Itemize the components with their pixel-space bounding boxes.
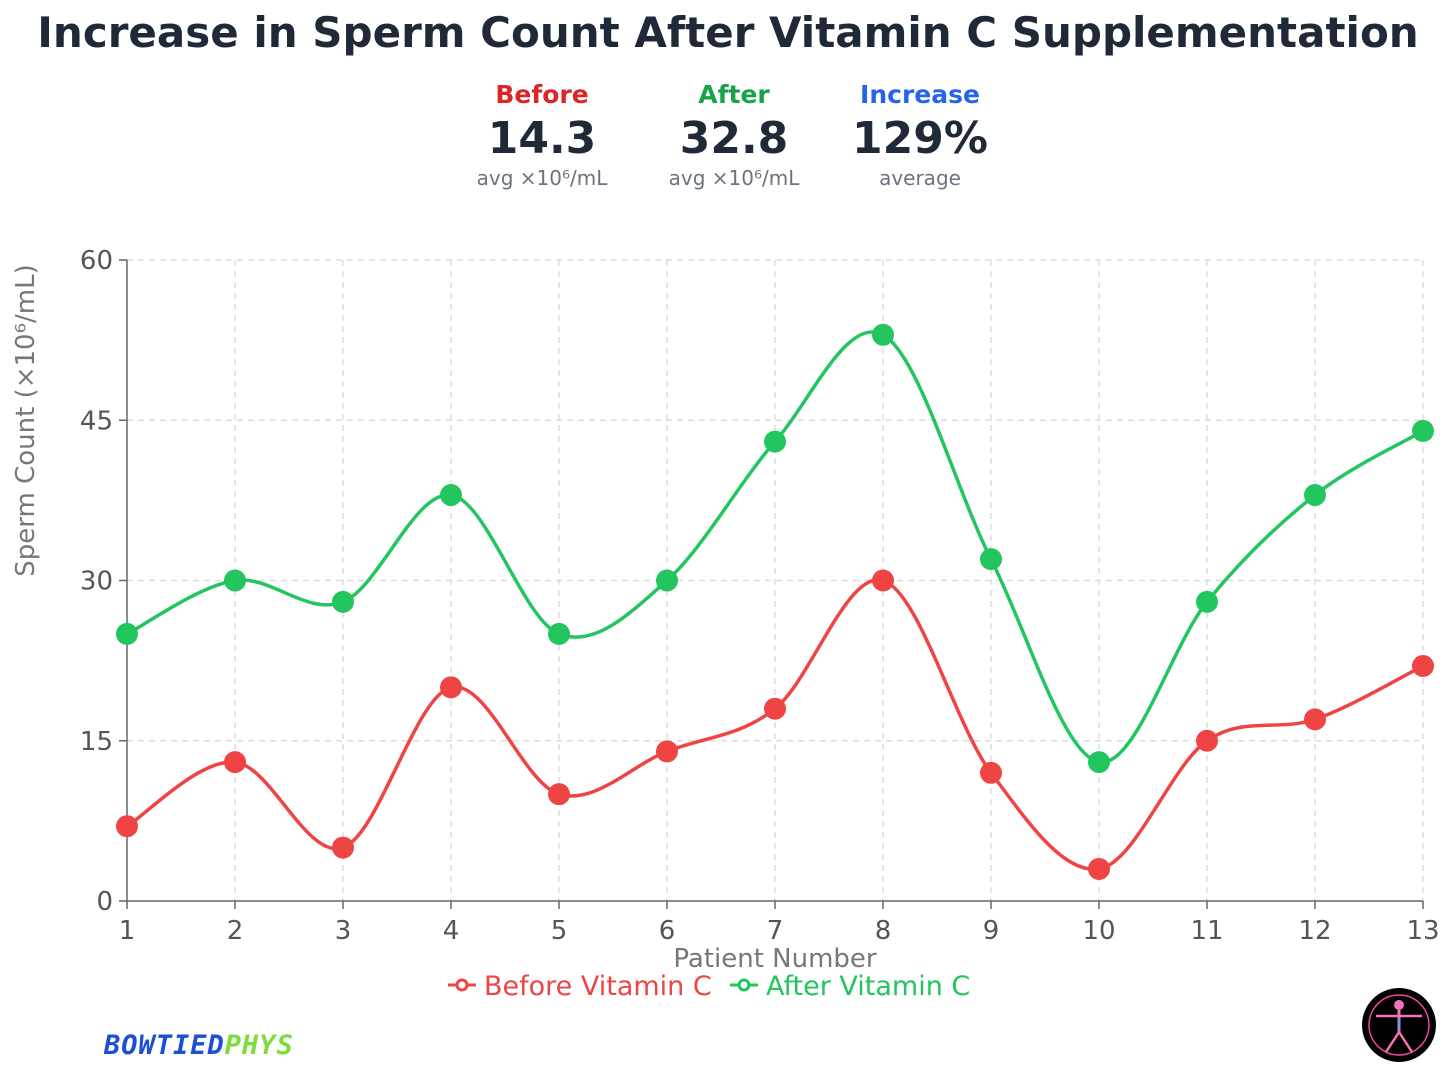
data-point-after [872, 323, 894, 346]
x-tick-label: 6 [659, 916, 676, 946]
x-tick-label: 12 [1298, 916, 1331, 946]
data-point-before [764, 697, 786, 720]
data-point-after [764, 430, 786, 453]
stat-after-value: 32.8 [679, 113, 789, 164]
data-point-before [224, 751, 246, 774]
data-point-after [1196, 590, 1218, 613]
legend-label-before: Before Vitamin C [484, 971, 712, 1002]
data-point-after [656, 569, 678, 592]
data-point-after [548, 622, 570, 645]
y-tick-label: 0 [96, 887, 113, 917]
data-point-before [656, 740, 678, 763]
data-point-before [548, 783, 570, 806]
x-tick-label: 4 [443, 916, 460, 946]
stat-increase-value: 129% [852, 113, 988, 164]
data-point-after [116, 622, 138, 645]
brand-part1: BOWTIED [104, 1030, 225, 1061]
data-point-before [1196, 729, 1218, 752]
data-point-before [980, 761, 1002, 784]
stat-before-label: Before [495, 80, 589, 109]
stat-increase-label: Increase [860, 80, 980, 109]
x-tick-label: 5 [551, 916, 568, 946]
data-point-before [1088, 857, 1110, 880]
x-tick-label: 10 [1082, 916, 1115, 946]
x-tick-label: 11 [1190, 916, 1223, 946]
y-tick-label: 30 [80, 567, 113, 597]
data-point-after [332, 590, 354, 613]
y-tick-label: 45 [80, 406, 113, 436]
x-axis-title: Patient Number [673, 944, 877, 974]
stat-after-sub: avg ×10⁶/mL [668, 166, 800, 190]
legend-marker-before [455, 978, 469, 992]
x-tick-label: 2 [227, 916, 244, 946]
data-point-before [872, 569, 894, 592]
vitruvian-man-icon [1362, 988, 1436, 1062]
brand-logo-text: BOWTIEDPHYS [104, 1030, 294, 1061]
series-line-after [126, 330, 1424, 764]
legend-marker-after [737, 978, 751, 992]
y-tick-label: 60 [80, 246, 113, 276]
legend-label-after: After Vitamin C [766, 971, 970, 1002]
x-tick-label: 3 [335, 916, 352, 946]
x-tick-label: 13 [1406, 916, 1439, 946]
stat-increase: Increase 129% average [820, 80, 1020, 190]
data-point-after [1088, 751, 1110, 774]
data-point-after [440, 484, 462, 507]
x-tick-label: 9 [983, 916, 1000, 946]
x-tick-label: 7 [767, 916, 784, 946]
chart-title: Increase in Sperm Count After Vitamin C … [37, 8, 1419, 57]
y-axis-title: Sperm Count (×10⁶/mL) [11, 264, 41, 576]
data-point-before [440, 676, 462, 699]
data-point-before [1304, 708, 1326, 731]
stat-after-label: After [698, 80, 770, 109]
data-point-after [1304, 484, 1326, 507]
y-tick-label: 15 [80, 727, 113, 757]
data-point-before [1412, 654, 1434, 677]
stat-increase-sub: average [879, 166, 961, 190]
stat-before-sub: avg ×10⁶/mL [476, 166, 608, 190]
stat-before: Before 14.3 avg ×10⁶/mL [442, 80, 642, 190]
data-point-before [116, 815, 138, 838]
x-tick-label: 8 [875, 916, 892, 946]
brand-part2: PHYS [224, 1030, 294, 1061]
stat-after: After 32.8 avg ×10⁶/mL [634, 80, 834, 190]
stat-before-value: 14.3 [487, 113, 597, 164]
data-point-after [1412, 419, 1434, 442]
data-point-after [980, 548, 1002, 571]
data-point-before [332, 836, 354, 859]
data-point-after [224, 569, 246, 592]
x-tick-label: 1 [119, 916, 136, 946]
